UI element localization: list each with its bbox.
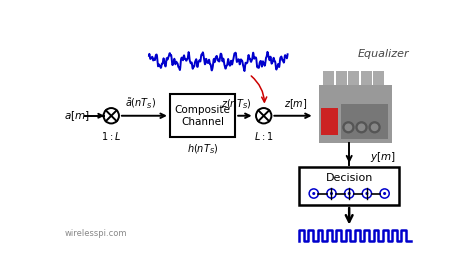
Text: wirelesspi.com: wirelesspi.com: [65, 229, 128, 238]
Text: Equalizer: Equalizer: [358, 49, 410, 59]
FancyBboxPatch shape: [341, 104, 389, 139]
Circle shape: [365, 192, 368, 195]
FancyBboxPatch shape: [321, 108, 337, 135]
Circle shape: [356, 121, 368, 133]
Circle shape: [347, 192, 351, 195]
FancyBboxPatch shape: [323, 71, 334, 85]
FancyBboxPatch shape: [319, 85, 392, 143]
Circle shape: [368, 121, 381, 133]
FancyBboxPatch shape: [373, 71, 384, 85]
Text: $1: L$: $1: L$: [101, 130, 121, 142]
Text: $L: 1$: $L: 1$: [254, 130, 273, 142]
FancyBboxPatch shape: [299, 167, 399, 205]
FancyBboxPatch shape: [336, 71, 347, 85]
Circle shape: [342, 121, 355, 133]
Text: $h(nT_S)$: $h(nT_S)$: [187, 142, 219, 155]
Circle shape: [383, 192, 386, 195]
Circle shape: [312, 192, 315, 195]
FancyBboxPatch shape: [361, 71, 372, 85]
Circle shape: [345, 123, 352, 131]
Circle shape: [371, 123, 378, 131]
Text: $\tilde{a}(nT_S)$: $\tilde{a}(nT_S)$: [125, 96, 156, 111]
Circle shape: [330, 192, 333, 195]
Text: Decision: Decision: [326, 173, 373, 183]
FancyBboxPatch shape: [170, 94, 235, 137]
Text: Composite: Composite: [174, 105, 230, 115]
Text: $z(nT_S)$: $z(nT_S)$: [221, 98, 251, 111]
Text: $z[m]$: $z[m]$: [284, 97, 308, 111]
Text: $a[m]$: $a[m]$: [64, 109, 89, 123]
Circle shape: [358, 123, 365, 131]
Text: $y[m]$: $y[m]$: [370, 150, 396, 164]
FancyBboxPatch shape: [348, 71, 359, 85]
Text: Channel: Channel: [181, 117, 224, 127]
